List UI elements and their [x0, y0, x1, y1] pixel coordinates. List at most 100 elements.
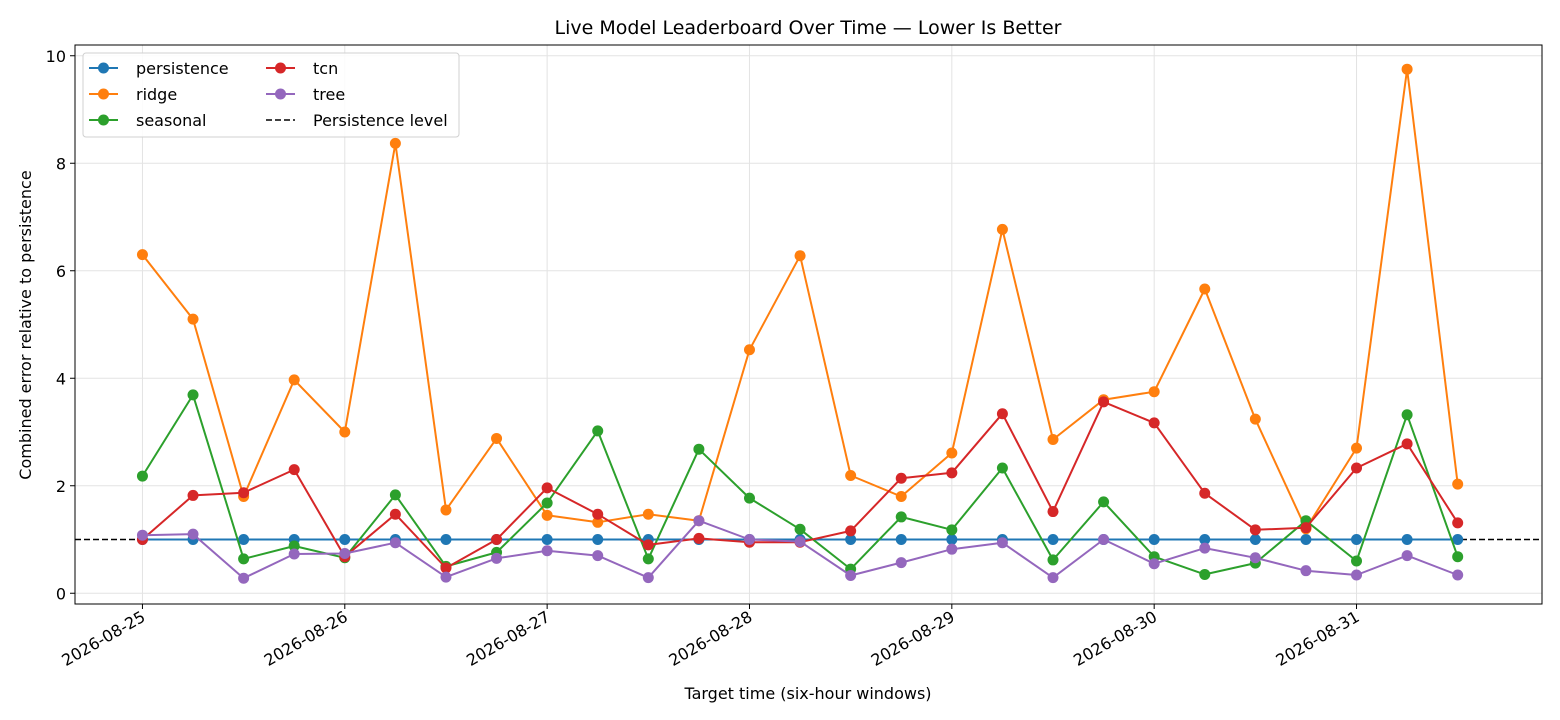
data-point-tree [288, 548, 300, 560]
data-point-seasonal [743, 492, 755, 504]
x-tick-label: 2026-08-26 [261, 607, 351, 670]
data-point-ridge [1047, 434, 1059, 446]
data-point-seasonal [288, 540, 300, 552]
legend: persistence ridge seasonal tcn tree Persisten… [82, 52, 460, 138]
data-point-tcn [288, 464, 300, 476]
data-point-ridge [794, 250, 806, 262]
data-point-tree [642, 572, 654, 584]
plot-area: 2026-08-25 2026-08-26 2026-08-27 2026-08-28… [46, 44, 1543, 670]
data-point-tcn [238, 487, 250, 499]
legend-label-tcn: tcn [313, 59, 338, 78]
data-point-seasonal [136, 470, 148, 482]
data-point-tree [1199, 542, 1211, 554]
data-point-ridge [339, 426, 351, 438]
data-point-tree [1148, 558, 1160, 570]
data-point-tree [136, 529, 148, 541]
data-point-ridge [996, 223, 1008, 235]
data-point-tree [1300, 565, 1312, 577]
data-point-persistence [1148, 534, 1160, 545]
data-point-tree [693, 515, 705, 527]
data-point-ridge [288, 374, 300, 386]
data-point-persistence [238, 534, 250, 545]
data-point-tree [1249, 552, 1261, 564]
y-tick-label: 4 [56, 369, 66, 388]
data-point-ridge [592, 516, 604, 528]
legend-marker-tcn [275, 62, 286, 74]
data-point-seasonal [238, 553, 250, 565]
legend-marker-persistence [98, 62, 109, 74]
data-point-persistence [592, 534, 604, 545]
legend-marker-ridge [98, 88, 109, 100]
data-point-tcn [592, 508, 604, 520]
data-point-tcn [845, 525, 857, 537]
data-point-tree [187, 528, 199, 540]
data-point-seasonal [1098, 496, 1110, 508]
data-point-ridge [491, 432, 503, 444]
data-point-tcn [440, 562, 452, 574]
x-tick-label: 2026-08-28 [665, 607, 755, 670]
data-point-tree [389, 537, 401, 549]
data-point-seasonal [794, 523, 806, 535]
data-point-persistence [541, 534, 553, 545]
data-point-ridge [895, 491, 907, 502]
y-axis-title: Combined error relative to persistence [16, 170, 35, 479]
data-point-tree [1351, 569, 1363, 581]
data-point-seasonal [996, 462, 1008, 474]
y-tick-label: 8 [56, 154, 66, 173]
data-point-seasonal [1351, 555, 1363, 567]
series-line-ridge [141, 68, 1459, 530]
data-point-tcn [1351, 462, 1363, 474]
y-tick-label: 2 [56, 477, 66, 496]
data-point-ridge [136, 249, 148, 261]
legend-label-persistence: persistence [136, 59, 229, 78]
data-point-tcn [491, 534, 503, 545]
data-point-seasonal [895, 511, 907, 523]
plot-frame [74, 44, 1543, 605]
x-tick-label: 2026-08-25 [58, 607, 148, 670]
data-point-tree [845, 570, 857, 582]
data-point-persistence [339, 534, 351, 545]
x-tick-label: 2026-08-29 [868, 607, 958, 670]
data-point-seasonal [1452, 551, 1464, 563]
legend-marker-tree [275, 88, 286, 100]
data-point-ridge [1351, 442, 1363, 454]
legend-label-persistence-level: Persistence level [313, 111, 448, 130]
data-point-tcn [1452, 517, 1464, 529]
x-axis-title: Target time (six-hour windows) [683, 684, 931, 703]
data-point-persistence [1199, 534, 1211, 545]
legend-label-seasonal: seasonal [136, 111, 207, 130]
data-point-tree [794, 536, 806, 548]
data-point-ridge [1199, 283, 1211, 295]
data-point-tree [592, 550, 604, 562]
y-tick-label: 6 [56, 262, 66, 281]
legend-label-ridge: ridge [136, 85, 177, 104]
data-point-tcn [187, 489, 199, 501]
data-point-persistence [1452, 534, 1464, 545]
data-point-ridge [389, 137, 401, 149]
data-point-persistence [1047, 534, 1059, 545]
data-point-tcn [895, 472, 907, 484]
data-point-ridge [1249, 413, 1261, 425]
data-point-tree [339, 547, 351, 559]
data-point-tcn [693, 532, 705, 544]
data-point-tree [946, 543, 958, 555]
data-point-tree [1098, 534, 1110, 545]
x-tick-label: 2026-08-30 [1070, 607, 1160, 670]
data-point-tcn [642, 539, 654, 551]
data-point-seasonal [592, 425, 604, 437]
data-point-ridge [541, 509, 553, 521]
data-point-tcn [996, 408, 1008, 420]
data-point-seasonal [1199, 568, 1211, 580]
data-point-tcn [541, 482, 553, 494]
data-point-tcn [1401, 438, 1413, 450]
data-point-tree [743, 534, 755, 545]
data-point-tree [1452, 569, 1464, 581]
data-point-tree [541, 545, 553, 557]
data-point-persistence [1401, 534, 1413, 545]
data-point-persistence [1351, 534, 1363, 545]
data-point-ridge [440, 504, 452, 516]
data-point-persistence [845, 534, 857, 545]
data-point-seasonal [1401, 409, 1413, 421]
data-point-tcn [1249, 524, 1261, 536]
data-point-seasonal [642, 553, 654, 565]
